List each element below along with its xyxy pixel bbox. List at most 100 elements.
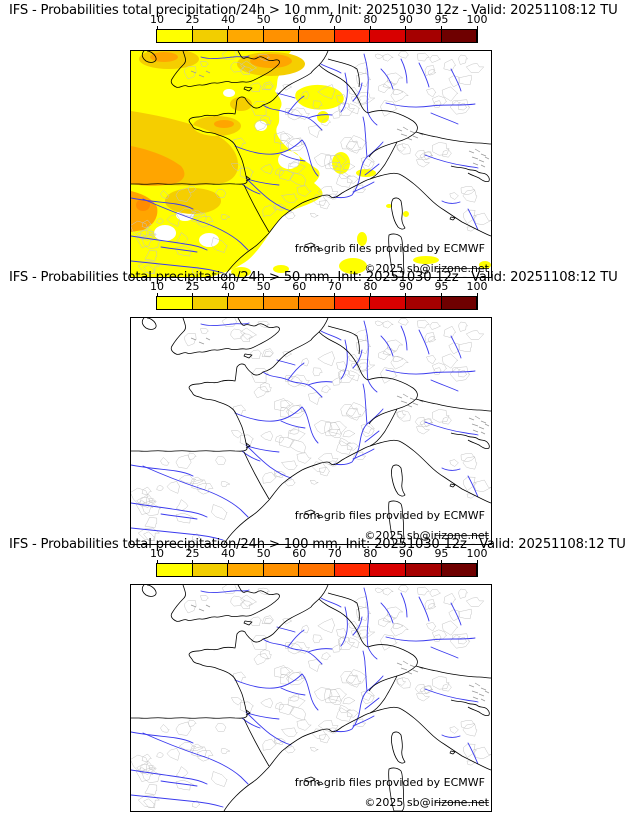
colorbar-tick-label: 60 <box>292 13 307 26</box>
colorbar-tick <box>369 293 371 297</box>
panel-precip-gt-100mm: IFS - Probabilities total precipitation/… <box>0 534 630 812</box>
colorbar-tick-label: 10 <box>150 547 164 560</box>
colorbar-tick-label: 50 <box>256 547 271 560</box>
colorbar-tick-label: 25 <box>185 13 200 26</box>
colorbar-segment <box>299 297 335 309</box>
colorbar-tick <box>334 26 336 30</box>
colorbar-segment <box>157 297 193 309</box>
map-frame: from grib files provided by ECMWF ©2025 … <box>130 50 492 278</box>
colorbar-tick <box>156 560 158 564</box>
colorbar-segment <box>370 30 406 42</box>
colorbar-tick-label: 40 <box>221 13 236 26</box>
panel-title: IFS - Probabilities total precipitation/… <box>9 3 618 18</box>
colorbar-segment <box>157 30 193 42</box>
colorbar-tick-label: 80 <box>363 547 378 560</box>
colorbar-tick <box>405 560 407 564</box>
panel-title: IFS - Probabilities total precipitation/… <box>9 270 618 285</box>
colorbar-tick-label: 90 <box>398 547 413 560</box>
probability-colorbar: 10 25 40 50 60 70 80 90 95 100 <box>150 547 488 577</box>
colorbar-tick-label: 90 <box>398 13 413 26</box>
colorbar-tick <box>405 26 407 30</box>
colorbar-tick <box>298 293 300 297</box>
colorbar-tick-label: 10 <box>150 280 164 293</box>
colorbar-tick <box>298 560 300 564</box>
colorbar-tick <box>156 293 158 297</box>
colorbar-segment <box>334 564 371 576</box>
colorbar-segment <box>441 297 478 309</box>
attribution-copyright: ©2025 sb@irizone.net <box>364 529 489 542</box>
colorbar-tick-label: 95 <box>434 13 449 26</box>
colorbar-tick-label: 95 <box>434 280 449 293</box>
map-precip-gt-10mm: from grib files provided by ECMWF ©2025 … <box>131 51 491 277</box>
colorbar-tick-label: 50 <box>256 13 271 26</box>
colorbar-tick <box>156 26 158 30</box>
colorbar-segment <box>405 30 442 42</box>
colorbar-segment <box>299 564 335 576</box>
colorbar-tick-label: 25 <box>185 280 200 293</box>
colorbar-tick <box>298 26 300 30</box>
colorbar-tick <box>369 26 371 30</box>
colorbar-segment <box>192 30 229 42</box>
colorbar-tick <box>192 293 194 297</box>
colorbar-tick-label: 95 <box>434 547 449 560</box>
probability-colorbar: 10 25 40 50 60 70 80 90 95 100 <box>150 280 488 310</box>
attribution-ecmwf: from grib files provided by ECMWF <box>295 509 485 522</box>
colorbar-tick <box>263 560 265 564</box>
colorbar-tick <box>440 26 442 30</box>
colorbar-tick-label: 70 <box>327 280 342 293</box>
colorbar-tick <box>476 293 478 297</box>
panel-precip-gt-10mm: IFS - Probabilities total precipitation/… <box>0 0 630 278</box>
colorbar-segment <box>405 564 442 576</box>
colorbar-segment <box>228 30 264 42</box>
colorbar-segment <box>263 297 300 309</box>
colorbar-tick-label: 50 <box>256 280 271 293</box>
colorbar-tick <box>227 560 229 564</box>
colorbar-segment <box>441 564 478 576</box>
colorbar-tick-label: 90 <box>398 280 413 293</box>
colorbar-tick-label: 25 <box>185 547 200 560</box>
colorbar-tick-label: 40 <box>221 547 236 560</box>
colorbar-tick-label: 40 <box>221 280 236 293</box>
colorbar-segment <box>228 297 264 309</box>
attribution-copyright: ©2025 sb@irizone.net <box>364 796 489 809</box>
colorbar-tick-label: 70 <box>327 547 342 560</box>
colorbar-segment <box>334 30 371 42</box>
map-frame: from grib files provided by ECMWF ©2025 … <box>130 317 492 545</box>
colorbar-tick <box>334 293 336 297</box>
colorbar-tick-label: 80 <box>363 280 378 293</box>
colorbar-segment <box>228 564 264 576</box>
attribution-ecmwf: from grib files provided by ECMWF <box>295 776 485 789</box>
colorbar-segment <box>370 297 406 309</box>
colorbar-segment <box>192 564 229 576</box>
panel-title: IFS - Probabilities total precipitation/… <box>9 537 626 552</box>
colorbar-tick-label: 100 <box>466 13 488 26</box>
colorbar-tick <box>440 560 442 564</box>
panel-precip-gt-50mm: IFS - Probabilities total precipitation/… <box>0 267 630 545</box>
map-frame: from grib files provided by ECMWF ©2025 … <box>130 584 492 812</box>
colorbar-tick-label: 70 <box>327 13 342 26</box>
probability-colorbar: 10 25 40 50 60 70 80 90 95 100 <box>150 13 488 43</box>
colorbar-tick <box>440 293 442 297</box>
colorbar-segment <box>157 564 193 576</box>
colorbar-tick <box>334 560 336 564</box>
colorbar-tick <box>369 560 371 564</box>
colorbar-tick-label: 80 <box>363 13 378 26</box>
colorbar-tick <box>227 26 229 30</box>
colorbar-tick <box>476 26 478 30</box>
map-precip-gt-50mm: from grib files provided by ECMWF ©2025 … <box>131 318 491 544</box>
colorbar-tick-label: 60 <box>292 547 307 560</box>
attribution-ecmwf: from grib files provided by ECMWF <box>295 242 485 255</box>
colorbar-tick <box>263 293 265 297</box>
colorbar-segment <box>299 30 335 42</box>
colorbar-segment <box>192 297 229 309</box>
colorbar-tick <box>192 560 194 564</box>
colorbar-tick <box>476 560 478 564</box>
colorbar-tick-label: 10 <box>150 13 164 26</box>
colorbar-tick <box>263 26 265 30</box>
colorbar-segment <box>263 30 300 42</box>
colorbar-tick-label: 100 <box>466 547 488 560</box>
colorbar-tick-label: 60 <box>292 280 307 293</box>
colorbar-tick <box>192 26 194 30</box>
colorbar-segment <box>441 30 478 42</box>
